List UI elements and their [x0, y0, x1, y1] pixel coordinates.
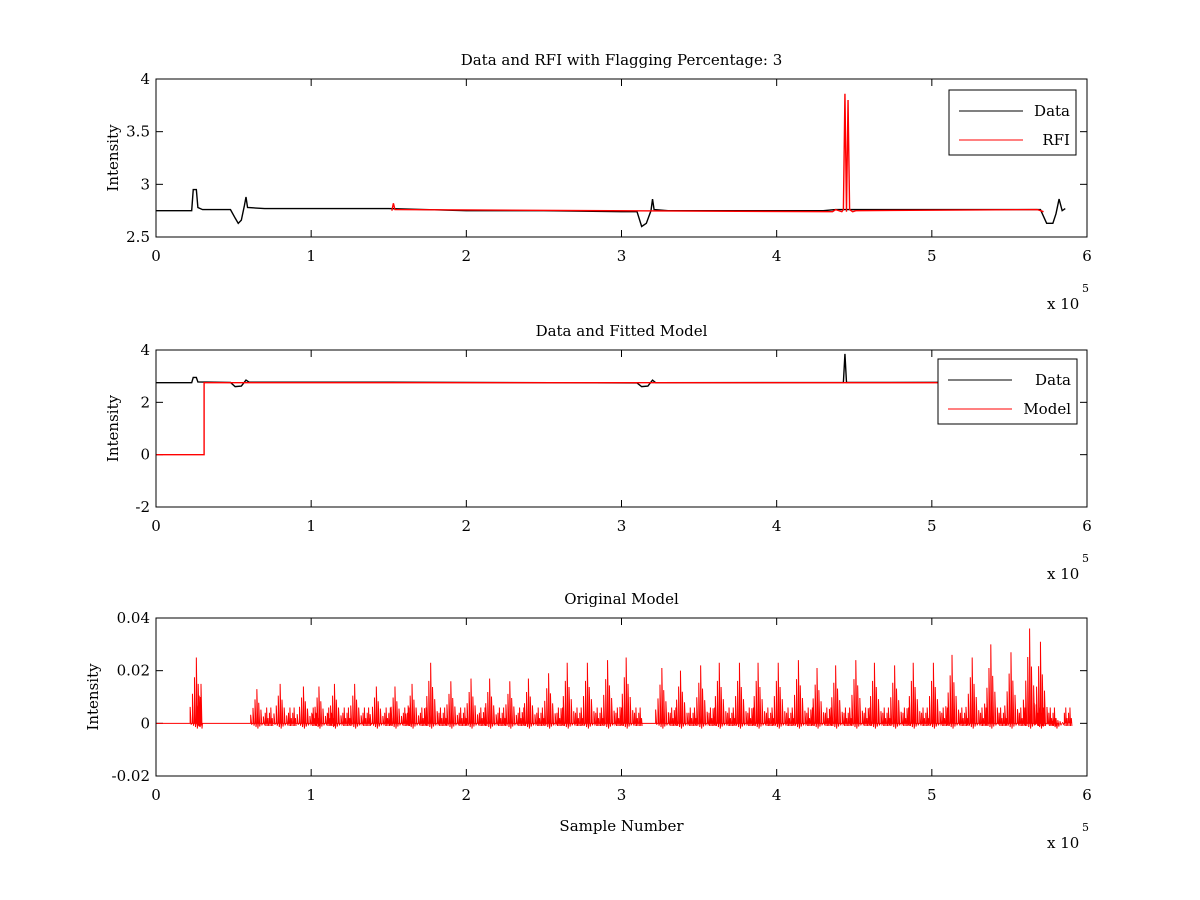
x-exponent-label: x 10 [1047, 565, 1079, 583]
x-exponent-power: 5 [1082, 821, 1089, 834]
axes-box [155, 349, 1088, 508]
x-exponent-label: x 10 [1047, 834, 1079, 852]
x-tick-label: 2 [462, 247, 472, 265]
legend-label-data: Data [1034, 102, 1070, 120]
y-tick-label: 0 [140, 714, 150, 732]
y-axis-label: Intensity [84, 663, 102, 731]
x-axis-label: Sample Number [559, 817, 684, 835]
y-tick-label: 3 [140, 175, 150, 193]
y-tick-label: -2 [135, 498, 150, 516]
series-line-original-model [156, 628, 1073, 729]
plot-area [156, 350, 1087, 507]
x-exponent-power: 5 [1082, 552, 1089, 565]
x-tick-label: 4 [772, 517, 782, 535]
x-tick-label: 3 [617, 247, 627, 265]
x-tick-label: 0 [151, 517, 161, 535]
y-tick-label: 2.5 [126, 228, 150, 246]
y-axis-label: Intensity [104, 124, 122, 192]
x-tick-label: 4 [772, 247, 782, 265]
subplot-rfi-flagging: 0 1 2 3 4 5 6 2.5 3 3.5 4 Data and RFI with Flaggi… [104, 51, 1092, 313]
x-tick-label: 5 [927, 786, 937, 804]
x-tick-label: 3 [617, 786, 627, 804]
y-tick-label: 2 [140, 393, 150, 411]
x-exponent-power: 5 [1082, 282, 1089, 295]
x-tick-label: 2 [462, 786, 472, 804]
legend-label-rfi: RFI [1042, 131, 1070, 149]
plot-lines [156, 628, 1073, 729]
y-tick-label: 0.02 [117, 662, 150, 680]
x-tick-label: 6 [1082, 247, 1092, 265]
series-line-model [156, 382, 1066, 456]
x-tick-label: 0 [151, 786, 161, 804]
x-tick-label: 1 [306, 517, 316, 535]
x-exponent-label: x 10 [1047, 295, 1079, 313]
legend-box [948, 89, 1077, 156]
chart-title: Data and Fitted Model [536, 322, 708, 340]
x-tick-label: 2 [462, 517, 472, 535]
legend[interactable]: Data RFI [948, 89, 1077, 156]
legend-label-data: Data [1035, 371, 1071, 389]
series-line-rfi [391, 93, 1044, 213]
x-tick-label: 4 [772, 786, 782, 804]
axes-box [155, 617, 1088, 777]
axes-box [155, 78, 1088, 238]
plot-lines [156, 93, 1066, 228]
y-tick-label: 3.5 [126, 123, 150, 141]
x-tick-label: 6 [1082, 517, 1092, 535]
legend[interactable]: Data Model [937, 358, 1078, 425]
x-tick-label: 6 [1082, 786, 1092, 804]
legend-box [937, 358, 1078, 425]
x-tick-label: 3 [617, 517, 627, 535]
x-tick-label: 1 [306, 786, 316, 804]
plot-area [156, 79, 1087, 237]
y-tick-label: 4 [140, 70, 150, 88]
y-tick-label: 4 [140, 341, 150, 359]
x-tick-label: 5 [927, 517, 937, 535]
x-tick-label: 0 [151, 247, 161, 265]
x-tick-label: 1 [306, 247, 316, 265]
legend-label-model: Model [1023, 400, 1071, 418]
plot-lines [156, 353, 1066, 456]
plot-area [156, 618, 1087, 776]
y-tick-label: 0.04 [117, 609, 150, 627]
chart-title: Original Model [564, 590, 679, 608]
y-axis-label: Intensity [104, 394, 122, 462]
x-tick-label: 5 [927, 247, 937, 265]
chart-title: Data and RFI with Flagging Percentage: 3 [461, 51, 783, 69]
y-tick-label: -0.02 [112, 767, 150, 785]
y-tick-label: 0 [140, 446, 150, 464]
